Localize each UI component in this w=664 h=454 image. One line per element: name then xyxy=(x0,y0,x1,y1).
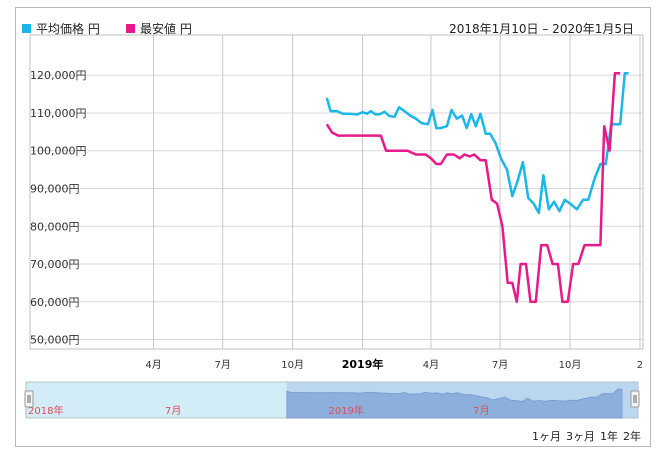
y-tick-label: 60,000円 xyxy=(30,296,80,309)
navigator-date-label: 2018年 xyxy=(28,404,63,417)
x-tick-label: 2019年 xyxy=(342,357,384,371)
range-selector: 1ヶ月 3ヶ月 1年 2年 xyxy=(531,427,642,445)
handle-body xyxy=(24,390,34,408)
y-tick-label: 90,000円 xyxy=(30,183,80,196)
x-tick-label: 7月 xyxy=(492,359,508,371)
y-tick-label: 70,000円 xyxy=(30,258,80,271)
series-line-average xyxy=(325,72,629,215)
chart-frame xyxy=(15,7,651,447)
series-line-lowest xyxy=(325,72,621,304)
y-tick-label: 100,000円 xyxy=(30,145,87,158)
y-tick-label: 110,000円 xyxy=(30,107,87,120)
x-tick-label: 7月 xyxy=(215,359,231,371)
navigator-handle-right[interactable] xyxy=(630,390,640,408)
plot-area xyxy=(29,34,644,350)
legend-label-average: 平均価格 円 xyxy=(36,22,100,36)
range-button-3-months[interactable]: 3ヶ月 xyxy=(566,430,595,443)
range-button-2-years[interactable]: 2年 xyxy=(623,430,641,443)
y-tick-label: 80,000円 xyxy=(30,220,80,233)
x-tick-label: 10月 xyxy=(281,359,304,371)
legend-item-average-price[interactable]: 平均価格 円 xyxy=(22,20,100,37)
x-tick-label: 4月 xyxy=(423,359,439,371)
legend-label-lowest: 最安値 円 xyxy=(140,22,192,36)
legend-item-lowest-price[interactable]: 最安値 円 xyxy=(126,20,192,37)
navigator-series-area xyxy=(286,388,623,419)
navigator-date-label: 7月 xyxy=(473,405,489,417)
navigator-date-label: 7月 xyxy=(165,405,181,417)
legend-swatch-average xyxy=(22,24,31,33)
y-tick-label: 50,000円 xyxy=(30,334,80,347)
date-range-label: 2018年1月10日 – 2020年1月5日 xyxy=(449,22,634,36)
range-button-1-month[interactable]: 1ヶ月 xyxy=(532,430,561,443)
handle-body xyxy=(630,390,640,408)
x-tick-label: 4月 xyxy=(145,359,161,371)
navigator-date-label: 2019年 xyxy=(329,404,364,417)
legend-swatch-lowest xyxy=(126,24,135,33)
navigator-handle-left[interactable] xyxy=(24,390,34,408)
x-tick-label: 2 xyxy=(637,360,643,371)
range-button-1-year[interactable]: 1年 xyxy=(600,430,618,443)
x-tick-label: 10月 xyxy=(559,359,582,371)
y-tick-label: 120,000円 xyxy=(30,69,87,82)
